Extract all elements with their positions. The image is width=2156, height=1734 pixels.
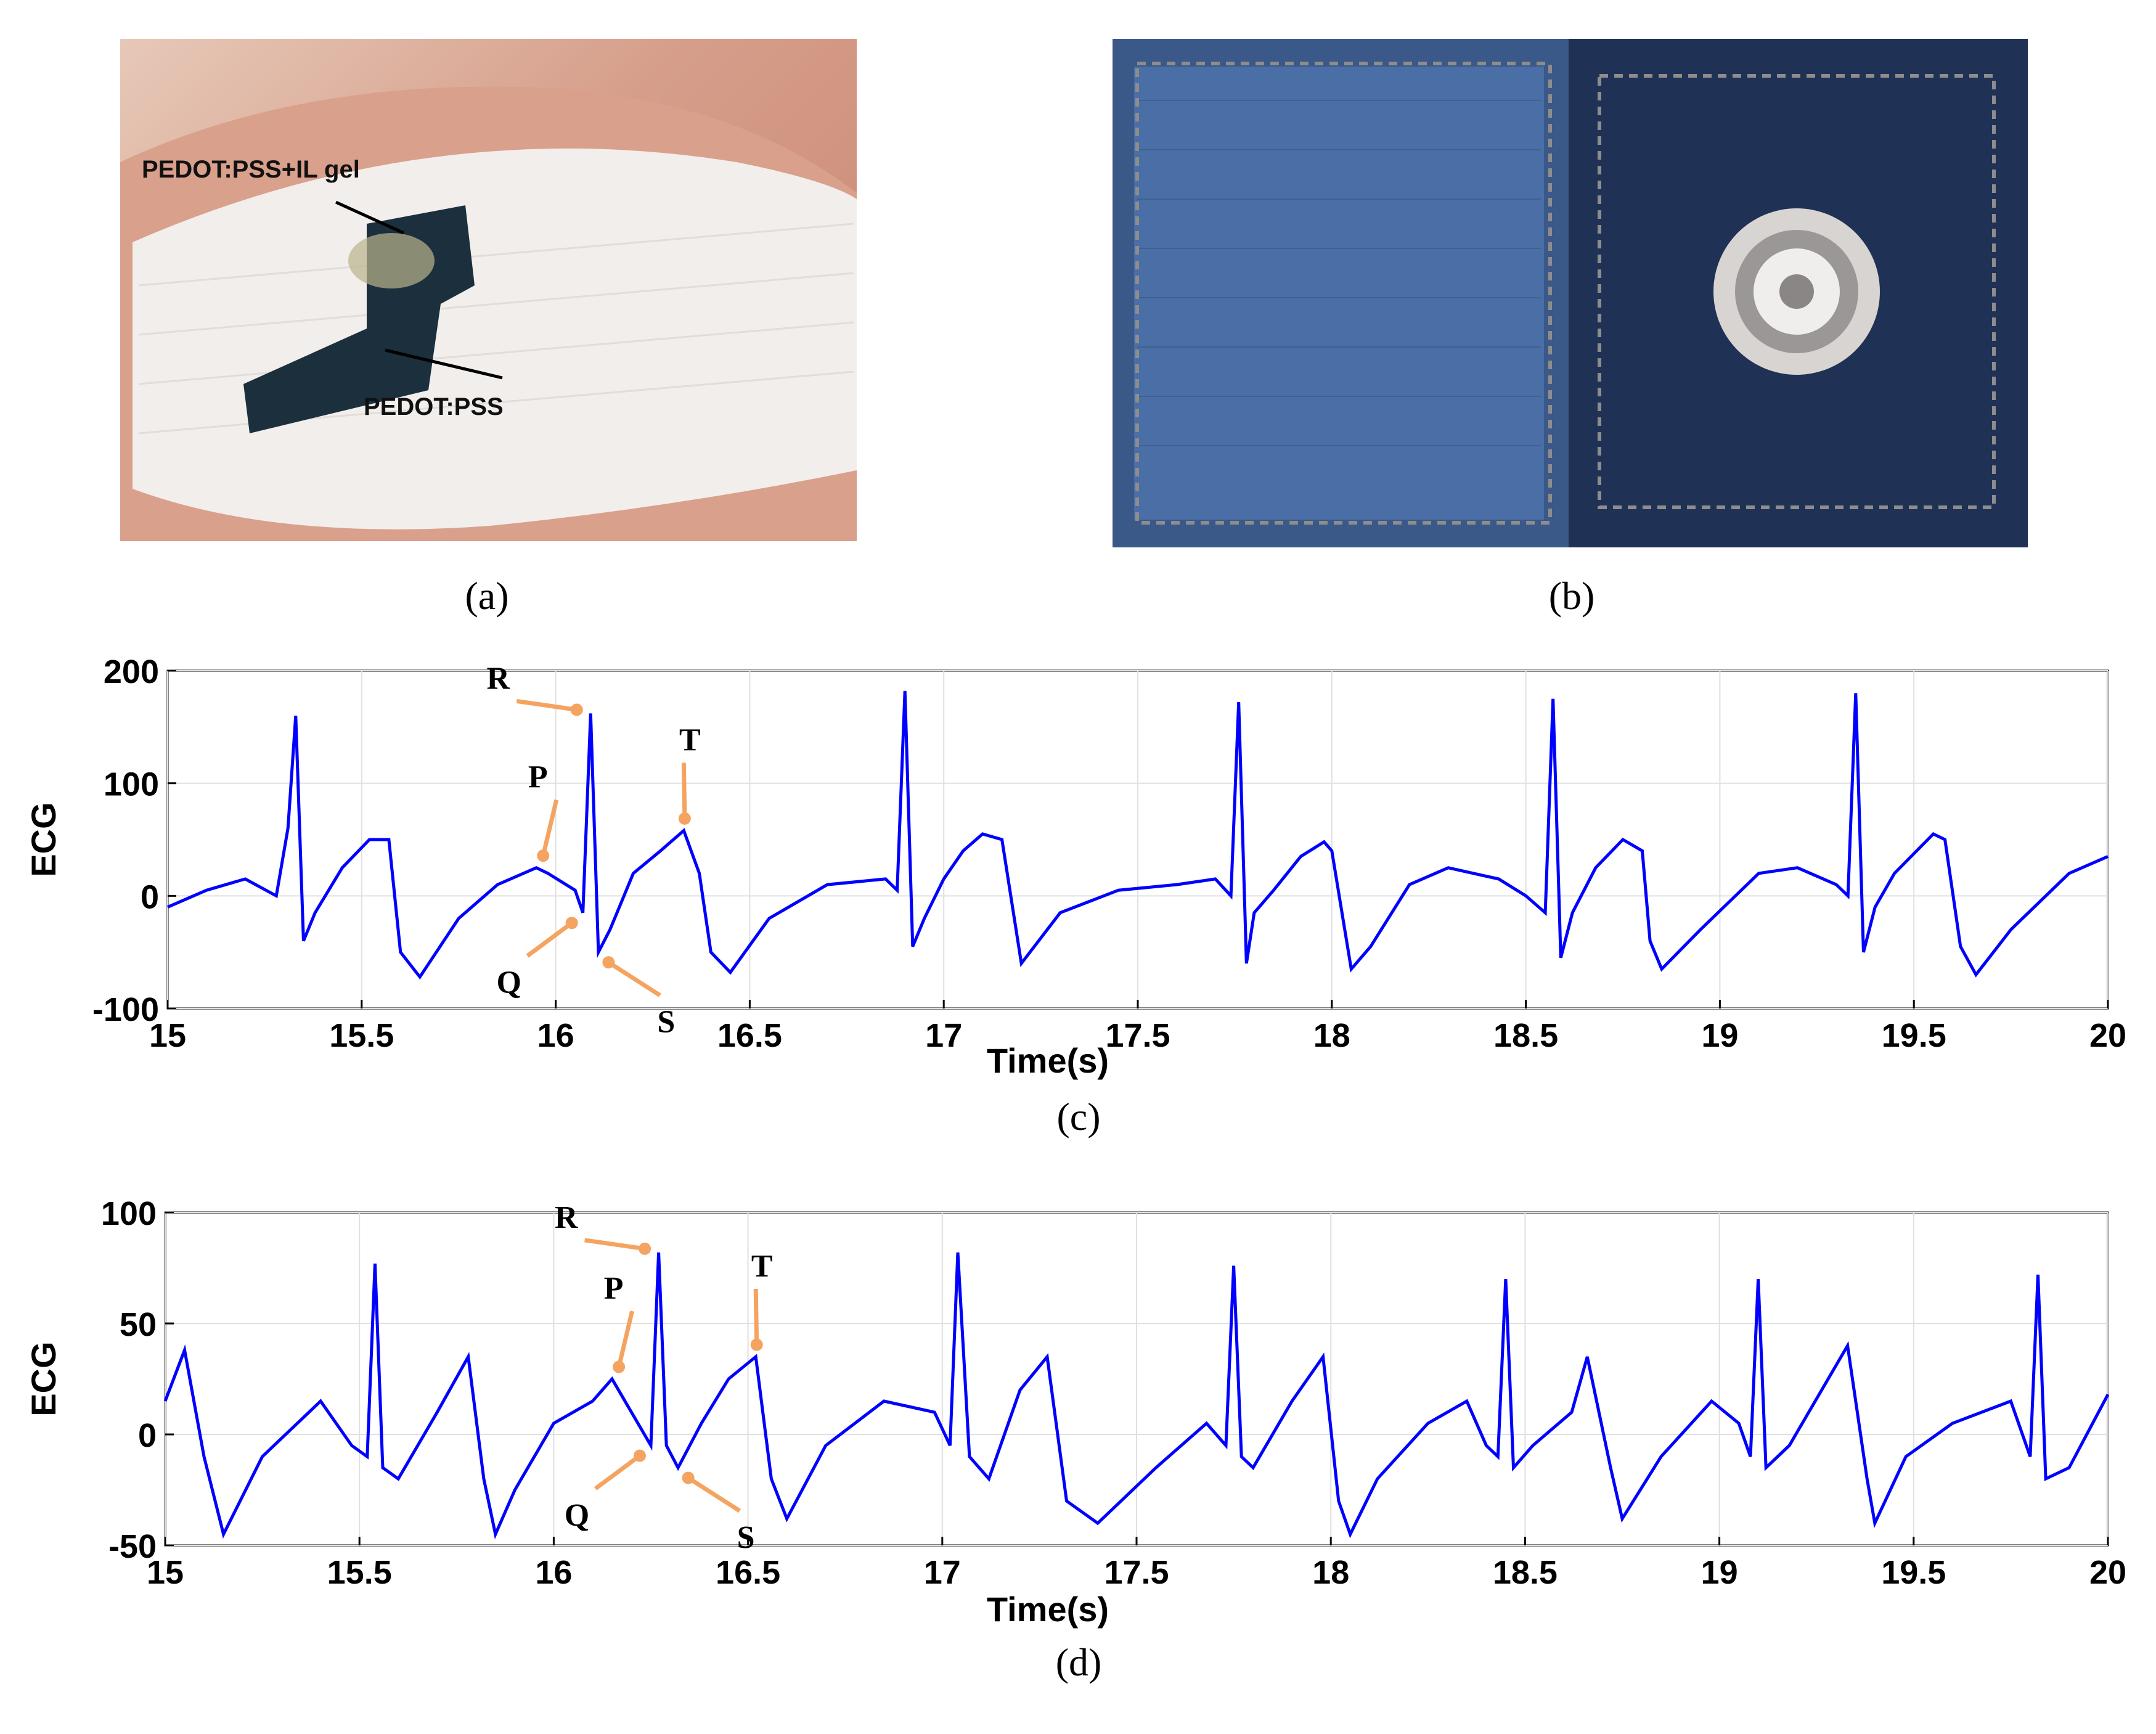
ecg-series-c <box>167 690 2109 980</box>
ecg-chart-c: 15 15.5 16 16.5 17 17.5 18 18.5 19 19.5 20 -100 0 10… <box>24 653 2126 1080</box>
y-tick-label: -100 <box>92 991 159 1028</box>
y-ticks-c: -100 0 100 200 <box>92 653 176 1028</box>
x-tick-label: 16 <box>535 1554 572 1591</box>
annotation-label-r: R <box>555 1200 579 1235</box>
photo-a-illustration: PEDOT:PSS+IL gel PEDOT:PSS <box>120 86 857 541</box>
x-tick-label: 16.5 <box>716 1554 780 1591</box>
annotation-label-t: T <box>751 1249 773 1284</box>
annotation-arrow-head <box>602 956 615 969</box>
x-tick-label: 17.5 <box>1105 1017 1170 1054</box>
arrow-gel <box>335 200 405 235</box>
annotation-label-q: Q <box>496 965 521 1000</box>
x-tick-label: 17.5 <box>1104 1554 1169 1591</box>
plot-area-d: 15 15.5 16 16.5 17 17.5 18 18.5 19 19.5 20 -50 0 50 1… <box>101 1195 2126 1591</box>
x-tick-label: 15.5 <box>327 1554 392 1591</box>
annotation-arrow-head <box>565 917 578 930</box>
annotation-arrow <box>516 698 578 712</box>
photo-textile-electrode: PEDOT:PSS+IL gel PEDOT:PSS <box>120 39 857 541</box>
y-tick-label: -50 <box>108 1528 157 1565</box>
x-axis-label-d: Time(s) <box>987 1590 1109 1629</box>
annotation-arrow-head <box>634 1449 646 1462</box>
x-axis-label-c: Time(s) <box>987 1041 1109 1080</box>
x-tick-label: 17 <box>925 1017 962 1054</box>
plot-area-c: 15 15.5 16 16.5 17 17.5 18 18.5 19 19.5 20 -100 0 10… <box>92 653 2126 1054</box>
x-tick-label: 18 <box>1312 1554 1349 1591</box>
annotation-arrow <box>526 921 573 958</box>
annotation-arrow <box>687 1476 741 1513</box>
caption-c: (c) <box>1056 1095 1101 1139</box>
annotation-arrow-head <box>639 1242 651 1255</box>
caption-a: (a) <box>465 574 509 618</box>
arrow-pss <box>385 348 503 380</box>
annotation-label-t: T <box>679 722 701 758</box>
annotation-label-s: S <box>737 1520 755 1555</box>
annotation-label-p: P <box>528 760 548 795</box>
y-tick-label: 100 <box>104 766 159 803</box>
annotation-arrow <box>607 960 661 997</box>
y-axis-label-c: ECG <box>24 802 63 877</box>
annotation-arrow-head <box>570 703 583 716</box>
grid-x-d <box>165 1213 2109 1545</box>
x-tick-label: 18.5 <box>1493 1017 1558 1054</box>
ecg-series-d <box>163 1252 2110 1540</box>
x-tick-label: 15 <box>147 1554 184 1591</box>
annotation-arrow-head <box>682 1471 695 1484</box>
annotation-arrow <box>584 1238 645 1251</box>
annotation-arrow-head <box>613 1360 626 1373</box>
x-tick-label: 18 <box>1313 1017 1350 1054</box>
x-ticks-d: 15 15.5 16 16.5 17 17.5 18 18.5 19 19.5 20 <box>147 1537 2126 1591</box>
annotation-arrow <box>681 763 687 819</box>
x-tick-label: 19 <box>1701 1017 1738 1054</box>
annotation-arrow-head <box>678 812 691 825</box>
label-pedot-gel: PEDOT:PSS+IL gel <box>142 156 360 183</box>
x-tick-label: 17 <box>924 1554 961 1591</box>
caption-d: (d) <box>1055 1640 1102 1684</box>
x-tick-label: 20 <box>2089 1017 2126 1054</box>
annotation-label-q: Q <box>565 1498 589 1533</box>
y-axis-label-d: ECG <box>24 1341 63 1416</box>
x-tick-label: 15 <box>149 1017 186 1054</box>
y-tick-label: 100 <box>101 1195 157 1232</box>
annotation-label-s: S <box>657 1005 675 1040</box>
grid-x-c <box>167 671 2109 1008</box>
annotations-d: R P T Q S <box>555 1200 773 1555</box>
annotation-arrow <box>594 1454 642 1491</box>
annotation-arrow-head <box>750 1338 763 1351</box>
caption-b: (b) <box>1548 574 1595 618</box>
ecg-chart-d: 15 15.5 16 16.5 17 17.5 18 18.5 19 19.5 20 -50 0 50 1… <box>24 1195 2126 1629</box>
label-pedot: PEDOT:PSS <box>364 393 504 420</box>
y-tick-label: 50 <box>120 1306 157 1343</box>
annotation-arrow-head <box>537 849 550 862</box>
annotation-arrow <box>616 1311 634 1368</box>
y-tick-label: 200 <box>104 653 159 690</box>
x-tick-label: 19.5 <box>1881 1554 1946 1591</box>
photo-fabric-electrodes <box>1113 39 2028 547</box>
x-ticks-c: 15 15.5 16 16.5 17 17.5 18 18.5 19 19.5 20 <box>149 1000 2126 1054</box>
x-tick-label: 16.5 <box>717 1017 782 1054</box>
annotation-label-r: R <box>486 661 510 696</box>
x-tick-label: 20 <box>2089 1554 2126 1591</box>
annotation-arrow <box>541 799 559 856</box>
y-ticks-d: -50 0 50 100 <box>101 1195 174 1565</box>
annotations-c: R P T Q S <box>486 661 700 1039</box>
y-tick-label: 0 <box>138 1417 157 1454</box>
y-tick-label: 0 <box>141 878 159 915</box>
x-tick-label: 16 <box>537 1017 574 1054</box>
x-tick-label: 19 <box>1701 1554 1738 1591</box>
annotation-arrow <box>753 1288 759 1345</box>
annotation-label-p: P <box>604 1271 624 1306</box>
x-tick-label: 15.5 <box>329 1017 394 1054</box>
photo-b-illustration <box>1113 39 2028 547</box>
x-tick-label: 18.5 <box>1493 1554 1558 1591</box>
x-tick-label: 19.5 <box>1882 1017 1946 1054</box>
